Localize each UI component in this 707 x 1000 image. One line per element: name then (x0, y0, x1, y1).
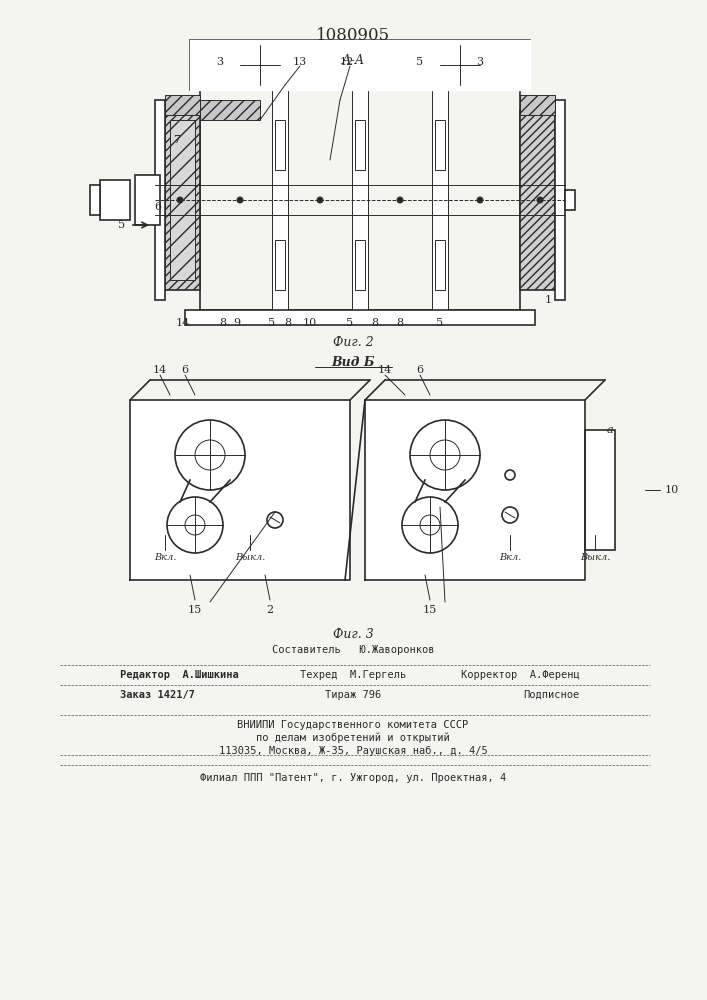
Bar (165, 110, 200, 290)
Circle shape (177, 197, 183, 203)
Circle shape (502, 507, 518, 523)
Circle shape (410, 420, 480, 490)
Text: ВНИИПИ Государственного комитета СССР: ВНИИПИ Государственного комитета СССР (238, 720, 469, 730)
Circle shape (420, 515, 440, 535)
Polygon shape (130, 400, 350, 580)
Bar (200, 90, 520, 310)
Text: 8: 8 (397, 318, 404, 328)
Text: 5: 5 (119, 220, 126, 230)
Text: Техред  М.Гергель: Техред М.Гергель (300, 670, 406, 680)
Text: 14: 14 (378, 365, 392, 375)
Bar (432, 90, 448, 310)
Text: 15: 15 (188, 605, 202, 615)
Circle shape (167, 497, 223, 553)
Circle shape (195, 440, 225, 470)
Text: 6: 6 (416, 365, 423, 375)
Bar (355, 120, 365, 170)
Text: Редактор  А.Шишкина: Редактор А.Шишкина (120, 670, 239, 680)
Text: 1080905: 1080905 (316, 26, 390, 43)
Text: 6: 6 (154, 202, 162, 212)
Text: Фиг. 2: Фиг. 2 (332, 336, 373, 349)
Text: 5: 5 (269, 318, 276, 328)
Text: 6: 6 (182, 365, 189, 375)
Bar (135, 175, 160, 225)
Text: Составитель   Ю.Жаворонков: Составитель Ю.Жаворонков (271, 645, 434, 655)
Polygon shape (365, 400, 585, 580)
Bar (435, 240, 445, 290)
Bar (355, 240, 365, 290)
Text: 12: 12 (340, 57, 354, 67)
Text: Выкл.: Выкл. (580, 554, 610, 562)
Bar (90, 185, 100, 215)
Text: 15: 15 (423, 605, 437, 615)
Text: 1: 1 (544, 295, 551, 305)
Circle shape (175, 420, 245, 490)
Text: 8: 8 (219, 318, 226, 328)
Text: по делам изобретений и открытий: по делам изобретений и открытий (256, 733, 450, 743)
Text: 3: 3 (216, 57, 223, 67)
Bar (555, 100, 565, 300)
Circle shape (430, 440, 460, 470)
Bar (185, 310, 535, 325)
Text: 10: 10 (303, 318, 317, 328)
Bar (585, 430, 615, 550)
Bar (100, 180, 130, 220)
Text: 5: 5 (416, 57, 423, 67)
Text: a: a (607, 425, 613, 435)
Circle shape (402, 497, 458, 553)
Text: 9: 9 (233, 318, 240, 328)
Bar (352, 90, 368, 310)
Text: Вид Б: Вид Б (332, 356, 375, 368)
Circle shape (397, 197, 403, 203)
Text: 2: 2 (267, 605, 274, 615)
Text: 10: 10 (665, 485, 679, 495)
Text: Выкл.: Выкл. (235, 554, 265, 562)
Bar (200, 100, 260, 120)
Circle shape (237, 197, 243, 203)
Text: Вкл.: Вкл. (154, 554, 176, 562)
Text: 8: 8 (371, 318, 378, 328)
Bar (520, 110, 555, 290)
Bar (155, 100, 165, 300)
Circle shape (185, 515, 205, 535)
Bar (275, 120, 285, 170)
Text: 5: 5 (436, 318, 443, 328)
Text: 3: 3 (477, 57, 484, 67)
Circle shape (317, 197, 323, 203)
Circle shape (537, 197, 543, 203)
Text: А-А: А-А (341, 53, 365, 66)
Circle shape (440, 45, 480, 85)
Bar (190, 40, 530, 90)
Text: 8: 8 (284, 318, 291, 328)
Bar (565, 190, 575, 210)
Bar (272, 90, 288, 310)
Text: Вкл.: Вкл. (499, 554, 521, 562)
Text: Корректор  А.Ференц: Корректор А.Ференц (461, 670, 580, 680)
Bar (520, 95, 555, 115)
Bar (170, 120, 195, 280)
Bar (275, 240, 285, 290)
Text: Фиг. 3: Фиг. 3 (332, 629, 373, 642)
Text: 13: 13 (293, 57, 307, 67)
Text: Тираж 796: Тираж 796 (325, 690, 381, 700)
Circle shape (240, 45, 280, 85)
Text: 5: 5 (346, 318, 354, 328)
Text: Подписное: Подписное (524, 690, 580, 700)
Text: Филиал ППП "Патент", г. Ужгород, ул. Проектная, 4: Филиал ППП "Патент", г. Ужгород, ул. Про… (200, 773, 506, 783)
Circle shape (505, 470, 515, 480)
Text: 7: 7 (173, 135, 180, 145)
Text: Заказ 1421/7: Заказ 1421/7 (120, 690, 195, 700)
Bar (435, 120, 445, 170)
Circle shape (477, 197, 483, 203)
Circle shape (267, 512, 283, 528)
Text: 113035, Москва, Ж-35, Раушская наб., д. 4/5: 113035, Москва, Ж-35, Раушская наб., д. … (218, 746, 487, 756)
Bar (165, 95, 200, 115)
Text: 14: 14 (176, 318, 190, 328)
Text: 14: 14 (153, 365, 167, 375)
